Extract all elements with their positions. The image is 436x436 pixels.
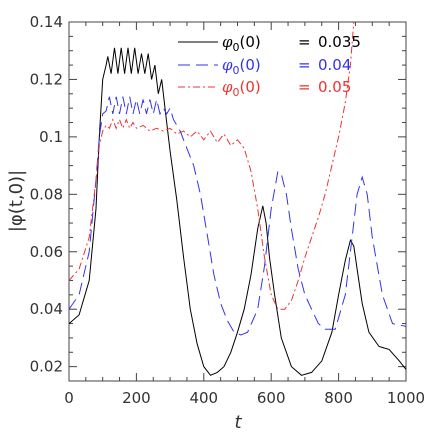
series-line-1 bbox=[69, 47, 406, 376]
axis-ticks: 0 200 400 600 800 1000 0.02 0.04 0.06 0.08 0.1 0.12… bbox=[30, 13, 426, 407]
legend-label-2: φ0(0) = 0.04 bbox=[222, 56, 351, 77]
y-tick-label: 0.06 bbox=[30, 243, 63, 261]
y-tick-label: 0.1 bbox=[39, 128, 63, 146]
legend-symbol: φ bbox=[222, 33, 233, 51]
series-lines bbox=[69, 22, 406, 376]
legend-argument: (0) bbox=[240, 33, 261, 51]
series-line-2 bbox=[69, 96, 406, 336]
legend-subscript: 0 bbox=[233, 64, 240, 77]
y-tick-label: 0.02 bbox=[30, 358, 63, 376]
x-tick-label: 200 bbox=[122, 389, 151, 407]
y-tick-label: 0.12 bbox=[30, 70, 63, 88]
y-tick-label: 0.14 bbox=[30, 13, 63, 31]
legend-label-1: φ0(0) = 0.035 bbox=[222, 33, 361, 54]
legend-value: 0.05 bbox=[318, 78, 351, 96]
x-tick-label: 600 bbox=[257, 389, 286, 407]
y-axis-label: |φ(t,0)| bbox=[6, 170, 27, 232]
legend-equals: = bbox=[298, 33, 311, 51]
legend-subscript: 0 bbox=[233, 41, 240, 54]
x-axis-label: t bbox=[234, 412, 242, 433]
legend-subscript: 0 bbox=[233, 86, 240, 99]
legend-argument: (0) bbox=[240, 56, 261, 74]
legend-argument: (0) bbox=[240, 78, 261, 96]
legend-equals: = bbox=[298, 78, 311, 96]
y-tick-label: 0.04 bbox=[30, 300, 63, 318]
legend-symbol: φ bbox=[222, 78, 233, 96]
x-tick-label: 400 bbox=[189, 389, 218, 407]
y-tick-label: 0.08 bbox=[30, 185, 63, 203]
x-tick-label: 800 bbox=[324, 389, 353, 407]
legend-value: 0.035 bbox=[318, 33, 361, 51]
series-line-3 bbox=[69, 22, 355, 310]
legend-label-3: φ0(0) = 0.05 bbox=[222, 78, 351, 99]
x-tick-label: 1000 bbox=[387, 389, 425, 407]
legend-equals: = bbox=[298, 56, 311, 74]
x-tick-label: 0 bbox=[64, 389, 74, 407]
legend-value: 0.04 bbox=[318, 56, 351, 74]
legend-symbol: φ bbox=[222, 56, 233, 74]
